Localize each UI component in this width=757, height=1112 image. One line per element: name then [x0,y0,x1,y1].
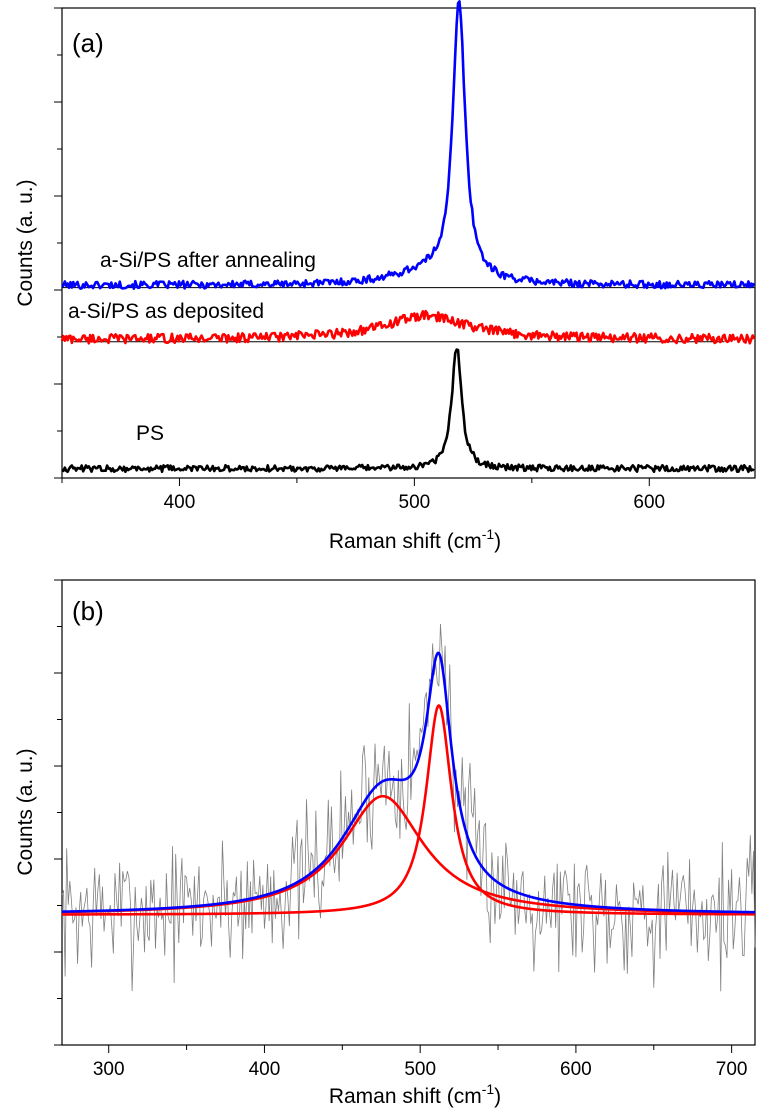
y-axis-label-b: Counts (a. u.) [14,748,37,875]
fit-sum-line [61,651,756,914]
panel-label-a: (a) [72,28,104,58]
series-line-2 [61,348,755,474]
x-axis-label-a: Raman shift (cm-1) [329,526,501,553]
y-axis-label-a: Counts (a. u.) [14,179,37,306]
panel-a: 400 500 600 (a) a-Si/PS after annealing a-… [14,0,756,553]
annotation-as-deposited: a-Si/PS as deposited [68,300,264,323]
x-tick-label: 600 [560,1059,592,1080]
series-line-0 [61,0,756,290]
x-tick-label: 400 [249,1059,281,1080]
x-tick-label: 400 [164,492,196,513]
x-axis-label-b: Raman shift (cm-1) [329,1081,501,1108]
annotation-ps: PS [136,422,164,445]
x-tick-label: 500 [404,1059,436,1080]
x-tick-label: 500 [399,492,431,513]
ticks-a: 400 500 600 [54,7,665,513]
series-b [61,623,756,992]
plot-frame-a [61,7,756,479]
x-tick-label: 700 [716,1059,748,1080]
plot-frame-b [61,579,756,1046]
x-tick-label: 600 [633,492,665,513]
ticks-b: 300 400 500 600 700 [54,579,748,1080]
panel-b: 300 400 500 600 700 (b) Raman shift (cm-1) C… [14,579,756,1108]
raw-data-line [61,623,756,992]
series-line-1 [60,309,756,345]
x-tick-label: 300 [93,1059,125,1080]
fit-component-1 [62,703,755,916]
annotation-after-annealing: a-Si/PS after annealing [100,249,316,272]
series-a [60,0,756,474]
panel-label-b: (b) [72,596,104,626]
